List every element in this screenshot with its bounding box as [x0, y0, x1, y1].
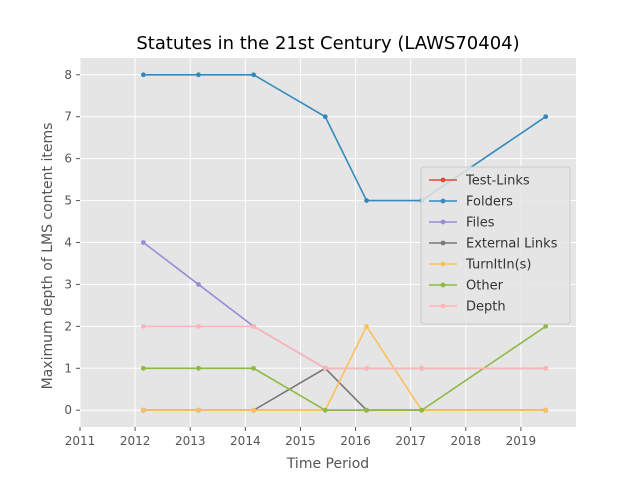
legend-item-folders: Folders: [429, 195, 513, 210]
x-tick-label: 2014: [230, 434, 261, 448]
legend-item-other: Other: [429, 279, 504, 294]
data-point-other: [251, 365, 256, 371]
legend-item-depth: Depth: [429, 300, 506, 315]
legend-swatch-marker: [440, 219, 446, 225]
data-point-folders: [364, 198, 369, 203]
data-point-files: [196, 282, 201, 287]
legend-swatch-marker: [440, 282, 446, 288]
data-point-other: [419, 407, 425, 413]
legend-item-external-links: External Links: [429, 237, 558, 252]
legend-item-turnitin-s: TurnItIn(s): [429, 258, 531, 273]
legend-label: Other: [466, 279, 504, 294]
data-point-depth: [251, 323, 256, 329]
x-axis-label: Time Period: [286, 456, 369, 472]
x-axis-ticks: 2011 2012 2013 2014 2015 2016 2017 2018 2019: [65, 427, 536, 448]
y-tick-label: 6: [64, 152, 72, 166]
legend-label: External Links: [466, 237, 558, 252]
x-tick-label: 2019: [506, 434, 537, 448]
data-point-folders: [251, 72, 256, 78]
data-point-other: [543, 323, 549, 329]
series-group: [140, 72, 549, 413]
legend-label: Files: [466, 216, 495, 231]
data-point-files: [140, 240, 146, 245]
data-point-depth: [140, 323, 146, 329]
x-tick-label: 2018: [451, 434, 482, 448]
data-point-folders: [196, 72, 201, 78]
data-point-depth: [196, 323, 201, 329]
y-tick-label: 0: [64, 403, 72, 417]
legend-swatch-marker: [440, 240, 446, 246]
legend-swatch-marker: [440, 198, 446, 204]
data-point-other: [140, 365, 146, 371]
legend: Test-Links Folders Files External Links Turn…: [420, 166, 571, 325]
x-tick-label: 2016: [340, 434, 371, 448]
legend-box: [420, 166, 571, 325]
data-point-turnitin-s: [251, 407, 256, 413]
data-point-depth: [322, 365, 328, 371]
y-tick-label: 1: [64, 361, 72, 375]
chart-title: Statutes in the 21st Century (LAWS70404): [136, 33, 519, 54]
x-tick-label: 2013: [175, 434, 206, 448]
y-axis-ticks: 0 1 2 3 4 5 6 7 8: [64, 68, 80, 417]
data-point-turnitin-s: [196, 407, 201, 413]
legend-label: Folders: [466, 195, 513, 210]
data-point-depth: [419, 365, 425, 371]
x-tick-label: 2011: [65, 434, 96, 448]
data-point-other: [364, 407, 369, 413]
y-tick-label: 5: [64, 194, 72, 208]
legend-label: Depth: [466, 300, 506, 315]
series-depth: [140, 323, 549, 371]
data-point-turnitin-s: [364, 323, 369, 329]
data-point-folders: [140, 72, 146, 78]
data-point-depth: [364, 365, 369, 371]
legend-item-test-links: Test-Links: [429, 174, 530, 189]
series-other: [140, 323, 549, 413]
legend-label: Test-Links: [465, 174, 530, 189]
y-axis-label: Maximum depth of LMS content items: [40, 123, 56, 390]
y-tick-label: 2: [64, 319, 72, 333]
legend-swatch-marker: [440, 261, 446, 267]
data-point-turnitin-s: [140, 407, 146, 413]
legend-swatch-marker: [440, 177, 446, 183]
x-tick-label: 2015: [285, 434, 316, 448]
data-point-turnitin-s: [543, 407, 549, 413]
data-point-folders: [322, 114, 328, 120]
y-tick-label: 3: [64, 277, 72, 291]
data-point-depth: [543, 365, 549, 371]
legend-label: TurnItIn(s): [465, 258, 531, 273]
legend-swatch-marker: [440, 303, 446, 309]
y-tick-label: 8: [64, 68, 72, 82]
data-point-folders: [543, 114, 549, 120]
data-point-other: [196, 365, 201, 371]
x-tick-label: 2017: [395, 434, 426, 448]
y-tick-label: 7: [64, 110, 72, 124]
x-tick-label: 2012: [120, 434, 151, 448]
legend-item-files: Files: [429, 216, 495, 231]
y-tick-label: 4: [64, 236, 72, 250]
data-point-other: [322, 407, 328, 413]
